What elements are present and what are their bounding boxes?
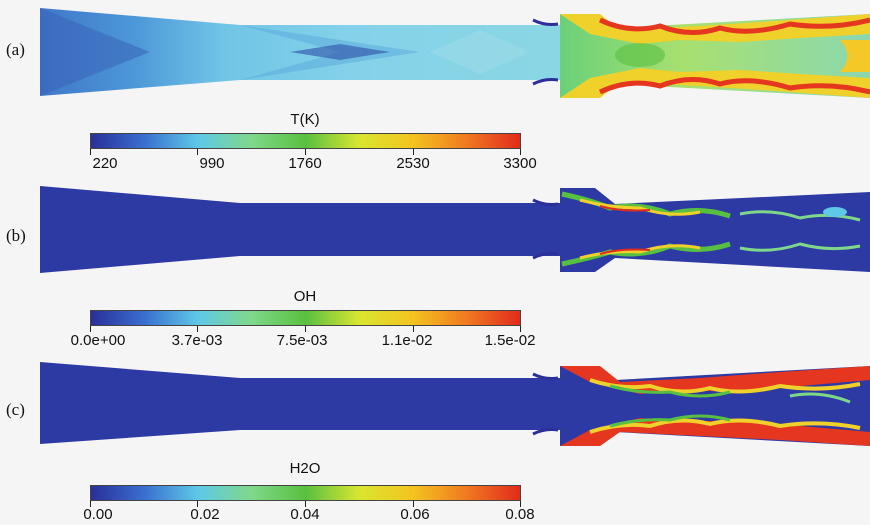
colorbar-tick-label: 0.06 — [400, 506, 430, 523]
colorbar-temperature — [90, 133, 521, 149]
colorbar-title-oh: OH — [293, 288, 317, 305]
nozzle-region — [40, 186, 560, 273]
hot-zone — [840, 40, 870, 72]
colorbar-tick — [90, 326, 91, 332]
h2o-contour-field — [40, 362, 870, 446]
colorbar-tick — [413, 501, 414, 507]
combustor-region — [560, 188, 870, 272]
reaction-zone — [579, 244, 701, 260]
panel-label-a: (a) — [6, 40, 25, 59]
nozzle-region — [40, 362, 560, 444]
colorbar-tick-label: 990 — [199, 155, 225, 172]
product-pocket — [789, 392, 851, 404]
colorbar-tick-label: 0.02 — [190, 506, 220, 523]
injector-lip — [532, 78, 559, 86]
colorbar-tick — [520, 326, 521, 332]
colorbar-tick-label: 0.00 — [83, 506, 113, 523]
colorbar-tick-label: 3.7e-03 — [171, 332, 223, 349]
hot-zone — [598, 77, 870, 95]
oh-contour-field — [40, 186, 870, 273]
colorbar-tick-label: 0.04 — [290, 506, 320, 523]
panel-temperature: (a) — [0, 0, 870, 172]
reaction-zone — [599, 205, 651, 212]
colorbar-tick-label: 220 — [92, 155, 118, 172]
colorbar-tick — [197, 326, 198, 332]
hot-zone — [598, 17, 870, 35]
panel-label-c: (c) — [6, 400, 25, 419]
reaction-zone — [739, 242, 861, 252]
colorbar-h2o — [90, 485, 521, 501]
panel-label-b: (b) — [6, 226, 26, 245]
colorbar-tick — [197, 149, 198, 155]
colorbar-tick — [90, 501, 91, 507]
colorbar-tick-label: 1760 — [288, 155, 322, 172]
reaction-pocket — [823, 207, 847, 217]
colorbar-tick — [197, 501, 198, 507]
mixing-zone — [615, 43, 665, 67]
panel-oh: (b) OH 0.0e+00 3.7e-03 7.5e-03 1.1e-02 1… — [0, 178, 870, 349]
injector-lip — [532, 252, 559, 260]
product-layer — [589, 378, 861, 394]
colorbar-tick — [305, 326, 306, 332]
colorbar-tick-label: 3300 — [503, 155, 537, 172]
injector-lip — [532, 18, 559, 26]
panel-h2o: (c) H2O 0.00 0.02 0.04 0.06 0.08 — [0, 352, 870, 523]
colorbar-tick-label: 1.1e-02 — [381, 332, 433, 349]
colorbar-tick — [520, 149, 521, 155]
injector-lip — [532, 372, 559, 380]
injector-lip — [532, 198, 559, 206]
colorbar-tick — [90, 149, 91, 155]
injector-lip — [532, 428, 559, 436]
reaction-zone — [739, 210, 861, 222]
shock-diamond — [430, 30, 530, 74]
colorbar-tick-label: 0.0e+00 — [70, 332, 126, 349]
colorbar-tick — [305, 149, 306, 155]
colorbar-tick — [520, 501, 521, 507]
colorbar-tick — [413, 149, 414, 155]
colorbar-oh — [90, 310, 521, 326]
colorbar-tick-label: 2530 — [396, 155, 430, 172]
product-layer — [609, 384, 731, 398]
colorbar-title-temperature: T(K) — [290, 111, 320, 128]
product-layer — [609, 414, 731, 428]
colorbar-tick — [305, 501, 306, 507]
colorbar-tick-label: 7.5e-03 — [276, 332, 328, 349]
colorbar-tick-label: 0.08 — [505, 506, 535, 523]
reaction-zone — [599, 248, 651, 255]
shock-diamond — [40, 8, 150, 96]
reaction-zone — [579, 198, 701, 216]
colorbar-tick — [413, 326, 414, 332]
colorbar-tick-label: 1.5e-02 — [484, 332, 536, 349]
product-layer — [589, 418, 861, 434]
temperature-contour-field — [40, 8, 870, 98]
shock-diamond — [290, 44, 390, 60]
colorbar-title-h2o: H2O — [289, 460, 321, 477]
